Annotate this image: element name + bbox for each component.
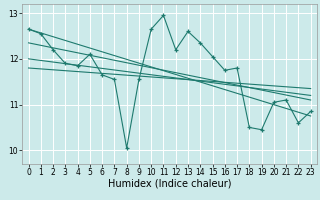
X-axis label: Humidex (Indice chaleur): Humidex (Indice chaleur): [108, 179, 231, 189]
